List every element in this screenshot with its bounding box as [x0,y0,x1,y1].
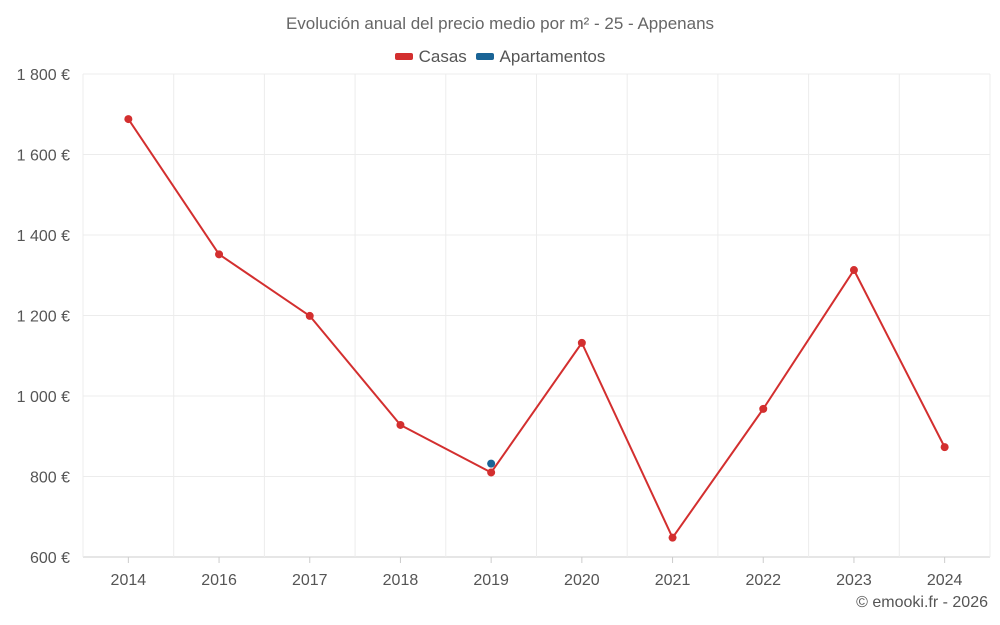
legend-label-casas: Casas [418,46,467,66]
y-tick-label: 600 € [30,550,70,567]
y-tick-label: 1 000 € [17,389,70,406]
x-tick-label: 2016 [201,572,237,589]
data-point-casas [487,468,496,477]
data-point-casas [124,115,133,124]
x-tick-label: 2024 [927,572,963,589]
legend-item-casas[interactable]: Casas [394,46,467,67]
legend-item-apartamentos[interactable]: Apartamentos [475,46,606,67]
x-tick-label: 2019 [473,572,509,589]
copyright-footer: © emooki.fr - 2026 [856,594,988,611]
data-point-casas [759,404,768,413]
x-tick-label: 2022 [745,572,781,589]
data-point-casas [396,420,405,429]
series-line-casas [127,118,946,539]
x-tick-label: 2017 [292,572,328,589]
legend-swatch-apartamentos [475,53,494,60]
x-tick-label: 2014 [111,572,147,589]
legend-swatch-casas [394,53,413,60]
y-tick-label: 800 € [30,470,70,487]
data-point-casas [577,338,586,347]
legend-label-apartamentos: Apartamentos [499,46,606,66]
y-tick-label: 1 400 € [17,228,70,245]
y-tick-label: 1 600 € [17,148,70,165]
data-point-casas [305,311,314,320]
grid [82,73,991,558]
data-point-apartamentos [487,459,496,468]
axes: 600 € 800 € 1 000 € 1 200 € 1 400 € 1 600 € 1 … [17,67,963,589]
data-point-casas [849,266,858,275]
data-point-casas [215,250,224,259]
y-tick-label: 1 200 € [17,309,70,326]
chart-title: Evolución anual del precio medio por m² … [285,14,715,33]
x-tick-label: 2018 [383,572,419,589]
data-point-casas [668,533,677,542]
series [124,115,949,542]
x-tick-label: 2020 [564,572,600,589]
data-point-casas [940,443,949,452]
legend: Casas Apartamentos [0,45,1000,67]
y-tick-label: 1 800 € [17,67,70,84]
x-tick-label: 2023 [836,572,872,589]
x-tick-label: 2021 [655,572,691,589]
